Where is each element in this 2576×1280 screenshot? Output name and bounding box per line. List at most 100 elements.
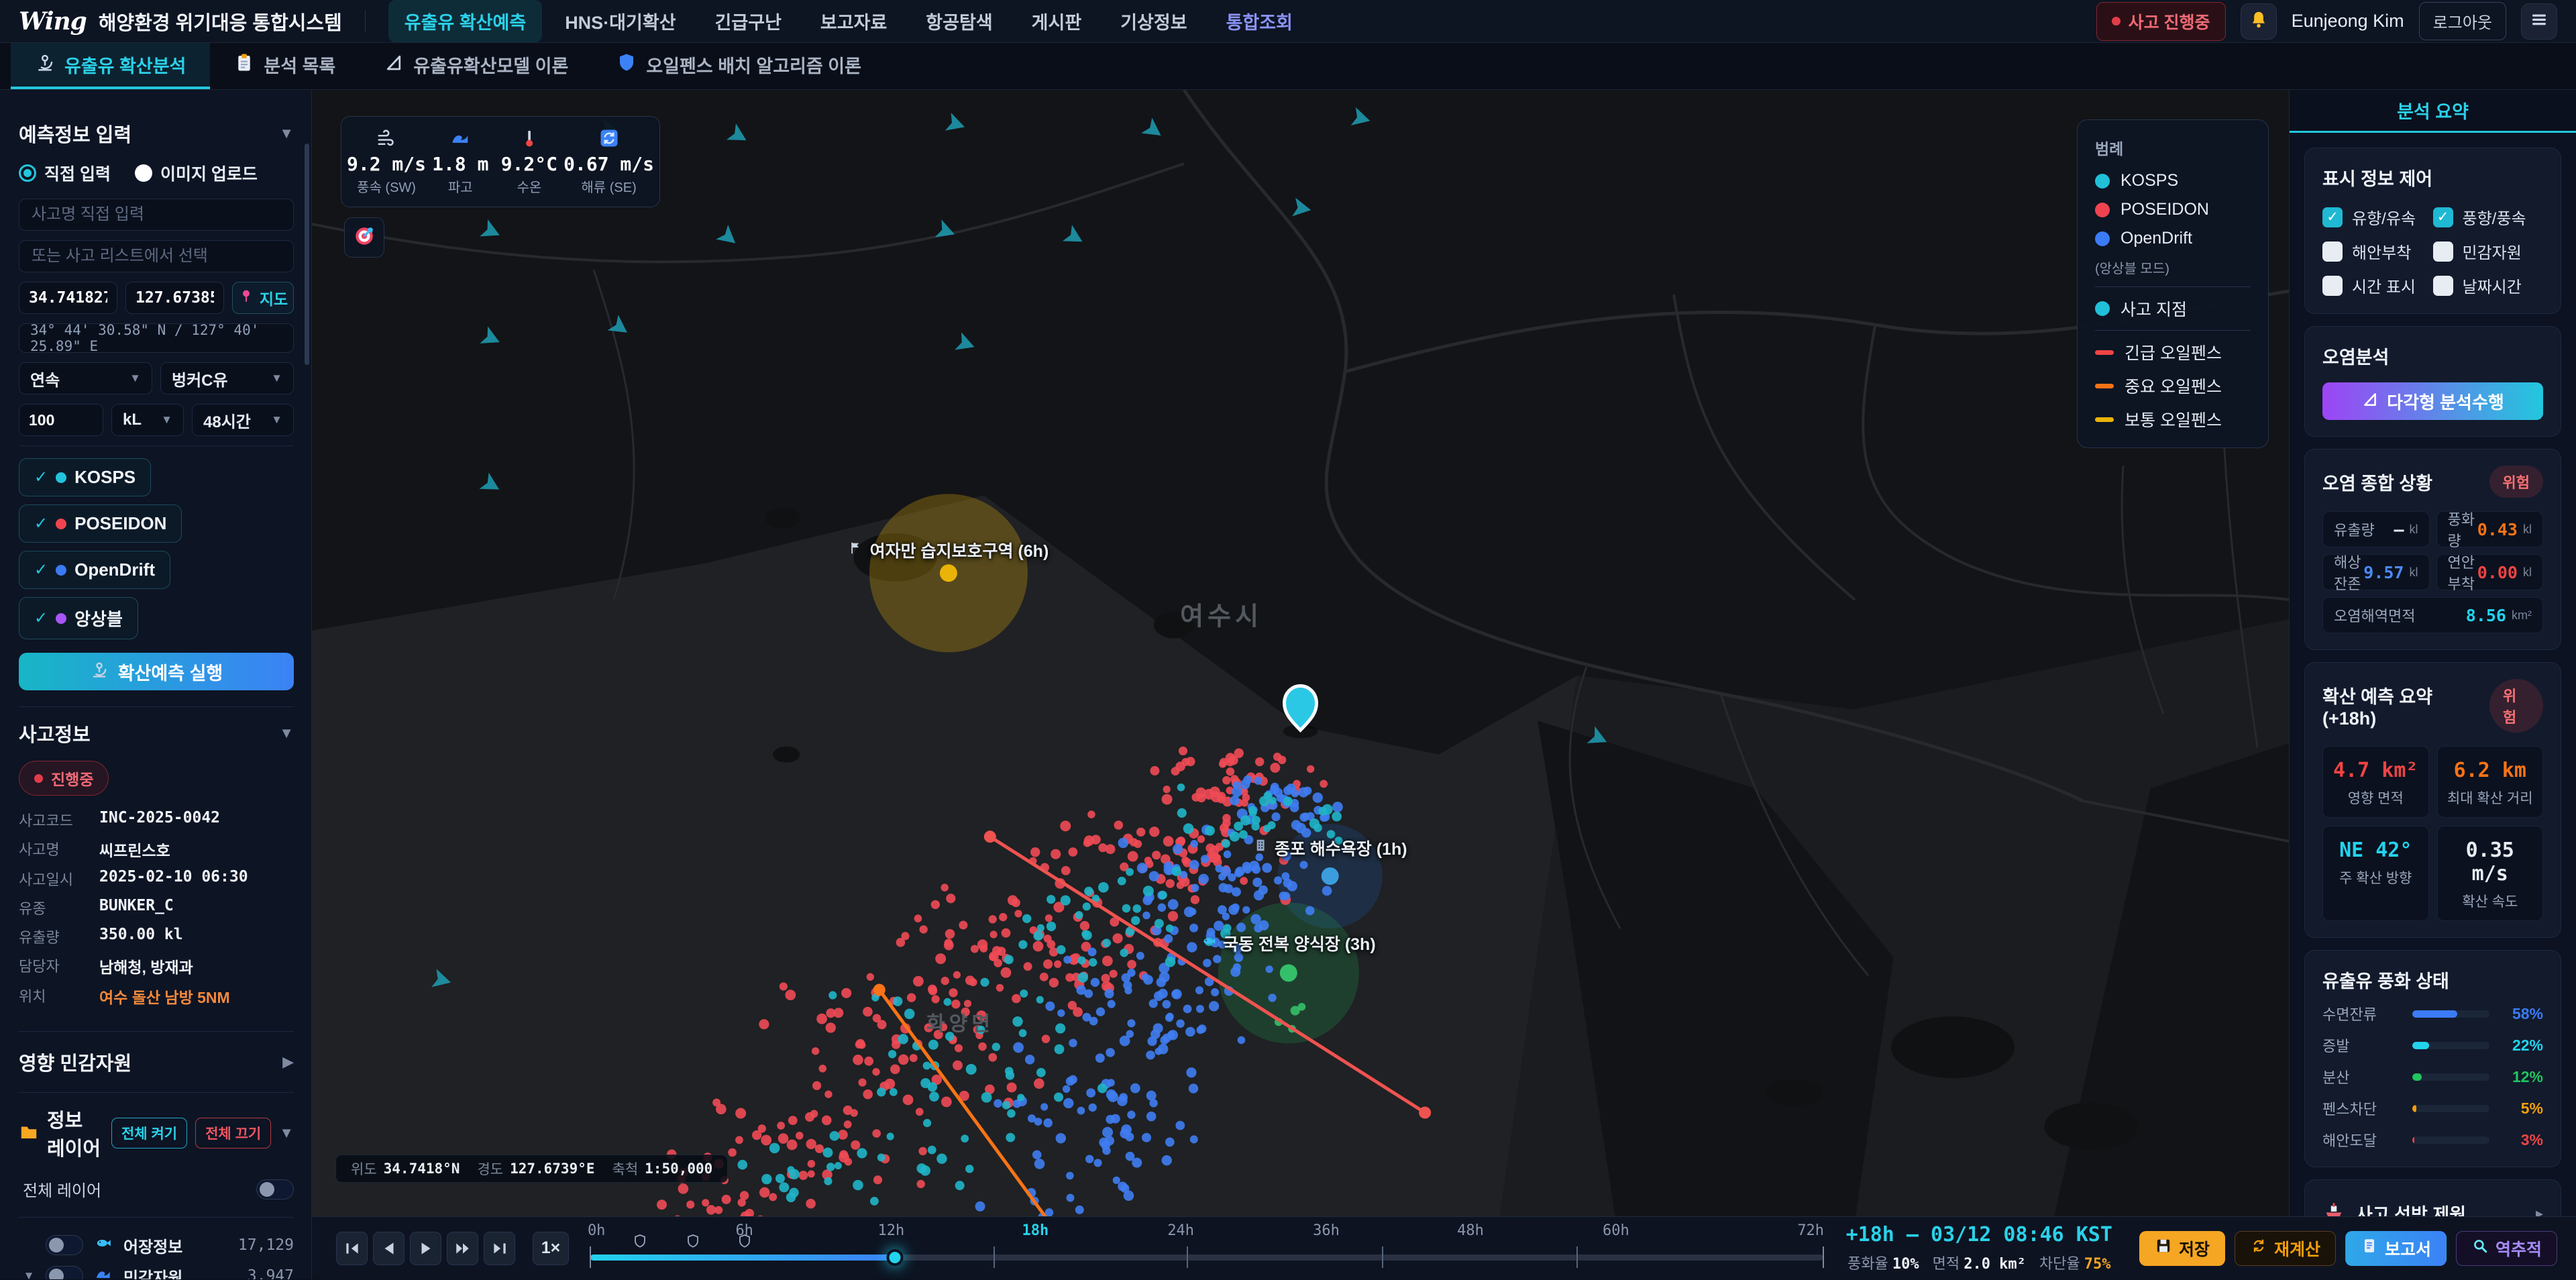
status-stat: 풍화량 0.43 kl [2436, 511, 2543, 549]
fence-event-shield-icon[interactable] [632, 1233, 648, 1252]
pick-on-map-button[interactable]: 지도 [232, 282, 294, 314]
collapse-caret-icon[interactable]: ▼ [279, 725, 294, 741]
layers-all-off-button[interactable]: 전체 끄기 [195, 1118, 272, 1149]
play-button[interactable] [410, 1231, 441, 1265]
slider-track[interactable] [590, 1254, 1823, 1261]
layers-section-title: 정보 레이어 [47, 1110, 101, 1160]
nav-item-4[interactable]: 항공탐색 [926, 13, 993, 33]
display-check-풍향/풍속[interactable]: ✓ 풍향/풍속 [2432, 205, 2544, 229]
checkbox-icon[interactable]: ✓ [2322, 241, 2343, 262]
model-chip-앙상블[interactable]: ✓ 앙상블 [19, 597, 138, 639]
spread-forecast-card: 확산 예측 요약 (+18h) 위험 4.7 km² 영향 면적 6.2 km 최대 … [2304, 662, 2561, 938]
fast-forward-button[interactable] [447, 1231, 478, 1265]
slider-label-60h: 60h [1602, 1222, 1629, 1239]
layer-toggle[interactable] [46, 1235, 83, 1255]
unit-select[interactable]: kL ▼ [111, 404, 184, 436]
map-button-label: 지도 [259, 290, 288, 308]
protection-marker-dot[interactable] [939, 564, 957, 582]
보고서-button[interactable]: 보고서 [2345, 1230, 2447, 1266]
display-check-시간 표시[interactable]: ✓ 시간 표시 [2322, 274, 2433, 297]
legend-dot-icon [2095, 173, 2110, 189]
playback-speed-button[interactable]: 1× [533, 1231, 569, 1265]
dms-coordinates: 34° 44' 30.58" N / 127° 40' 25.89" E [19, 322, 294, 354]
vessel-spec-card[interactable]: 사고 선박 제원 ▸ [2304, 1179, 2561, 1216]
latitude-input[interactable] [19, 282, 117, 314]
logout-button[interactable]: 로그아웃 [2418, 2, 2506, 40]
marker-label-text: 종포 해수욕장 (1h) [1274, 839, 1407, 859]
radio-direct-input[interactable]: 직접 입력 [19, 161, 111, 185]
spill-type-select[interactable]: 연속 ▼ [19, 362, 152, 394]
incident-badge-label: 사고 진행중 [2128, 13, 2210, 32]
nav-item-2[interactable]: 긴급구난 [714, 13, 782, 33]
map-canvas[interactable]: 9.2 m/s 풍속 (SW) 1.8 m 파고 9.2°C 수온 0.67 m/s 해류 (… [312, 90, 2289, 1216]
tab-3[interactable]: 오일펜스 배치 알고리즘 이론 [592, 43, 885, 89]
display-check-민감자원[interactable]: ✓ 민감자원 [2432, 239, 2544, 263]
display-check-해안부착[interactable]: ✓ 해안부착 [2322, 239, 2433, 263]
incident-list-input[interactable] [19, 240, 294, 272]
time-slider[interactable]: 0h 6h 12h 18h 24h 36h 48h 60h 72h [588, 1217, 1824, 1280]
app-title: 해양환경 위기대응 통합시스템 [98, 12, 342, 34]
incident-pin[interactable] [1282, 684, 1319, 739]
logo-text: Wing [19, 7, 87, 36]
duration-select[interactable]: 48시간 ▼ [192, 404, 294, 436]
tab-0[interactable]: 유출유 확산분석 [11, 43, 211, 89]
역추적-button[interactable]: 역추적 [2455, 1230, 2557, 1266]
recenter-incident-button[interactable] [344, 217, 384, 258]
collapse-caret-icon[interactable]: ▼ [279, 125, 294, 142]
nav-item-6[interactable]: 기상정보 [1120, 13, 1187, 33]
checkbox-icon[interactable]: ✓ [2322, 275, 2343, 296]
checkbox-checked-icon[interactable]: ✓ [2322, 207, 2343, 227]
layers-all-on-button[interactable]: 전체 켜기 [111, 1118, 188, 1149]
expand-caret-icon[interactable]: ▶ [282, 1053, 294, 1070]
longitude-input[interactable] [125, 282, 224, 314]
check-icon: ✓ [34, 468, 48, 486]
layer-toggle[interactable] [46, 1266, 83, 1279]
oil-type-select[interactable]: 벙커C유 ▼ [160, 362, 294, 394]
저장-button[interactable]: 저장 [2139, 1230, 2225, 1266]
incident-active-badge[interactable]: 사고 진행중 [2096, 1, 2226, 41]
radio-image-upload[interactable]: 이미지 업로드 [134, 161, 258, 185]
nav-item-1[interactable]: HNS·대기확산 [565, 13, 676, 33]
tab-2[interactable]: 유출유확산모델 이론 [360, 43, 592, 89]
sidebar-scrollbar[interactable] [305, 144, 309, 365]
stat-value: 9.57 [2363, 562, 2404, 582]
model-chip-poseidon[interactable]: ✓ POSEIDON [19, 504, 182, 543]
nav-item-5[interactable]: 게시판 [1031, 13, 1082, 33]
amount-input[interactable] [19, 404, 103, 436]
fence-event-shield-icon[interactable] [737, 1233, 753, 1252]
model-chip-opendrift[interactable]: ✓ OpenDrift [19, 551, 170, 589]
model-chip-kosps[interactable]: ✓ KOSPS [19, 458, 152, 496]
check-icon: ✓ [34, 609, 48, 627]
tab-analysis-summary[interactable]: 분석 요약 [2290, 90, 2576, 133]
fence-event-shield-icon[interactable] [685, 1233, 701, 1252]
master-layer-toggle[interactable] [256, 1179, 294, 1199]
skip-start-button[interactable] [336, 1231, 368, 1265]
checkbox-icon[interactable]: ✓ [2432, 275, 2453, 296]
menu-button[interactable] [2521, 3, 2557, 40]
tab-1[interactable]: 분석 목록 [210, 43, 360, 89]
display-check-날짜시간[interactable]: ✓ 날짜시간 [2432, 274, 2544, 297]
nav-item-7[interactable]: 통합조회 [1226, 13, 1293, 33]
farm-marker-dot[interactable] [1279, 964, 1297, 982]
polygon-analysis-button[interactable]: 다각형 분석수행 [2322, 382, 2543, 420]
nav-item-3[interactable]: 보고자료 [820, 13, 888, 33]
incident-name-input[interactable] [19, 199, 294, 231]
save-icon [2155, 1237, 2172, 1259]
nav-item-0[interactable]: 유출유 확산예측 [388, 0, 543, 42]
slider-thumb[interactable] [886, 1248, 904, 1266]
notifications-button[interactable] [2240, 3, 2277, 40]
run-prediction-button[interactable]: 확산예측 실행 [19, 653, 294, 690]
tree-caret-icon[interactable]: ▼ [23, 1269, 35, 1279]
beach-marker-dot[interactable] [1321, 867, 1339, 885]
checkbox-icon[interactable]: ✓ [2432, 241, 2453, 262]
collapse-caret-icon[interactable]: ▼ [279, 1124, 294, 1141]
display-check-유향/유속[interactable]: ✓ 유향/유속 [2322, 205, 2433, 229]
재계산-button[interactable]: 재계산 [2234, 1230, 2336, 1266]
step-back-button[interactable] [373, 1231, 405, 1265]
weather-cell: 0.67 m/s 해류 (SE) [564, 128, 654, 196]
skip-end-button[interactable] [484, 1231, 515, 1265]
checkbox-checked-icon[interactable]: ✓ [2432, 207, 2453, 227]
sensitive-resources-section: 영향 민감자원 ▶ [19, 1032, 294, 1093]
top-header: Wing 해양환경 위기대응 통합시스템 유출유 확산예측 HNS·대기확산 긴급구… [0, 0, 2576, 43]
legend-incident-label: 사고 지점 [2121, 301, 2187, 319]
